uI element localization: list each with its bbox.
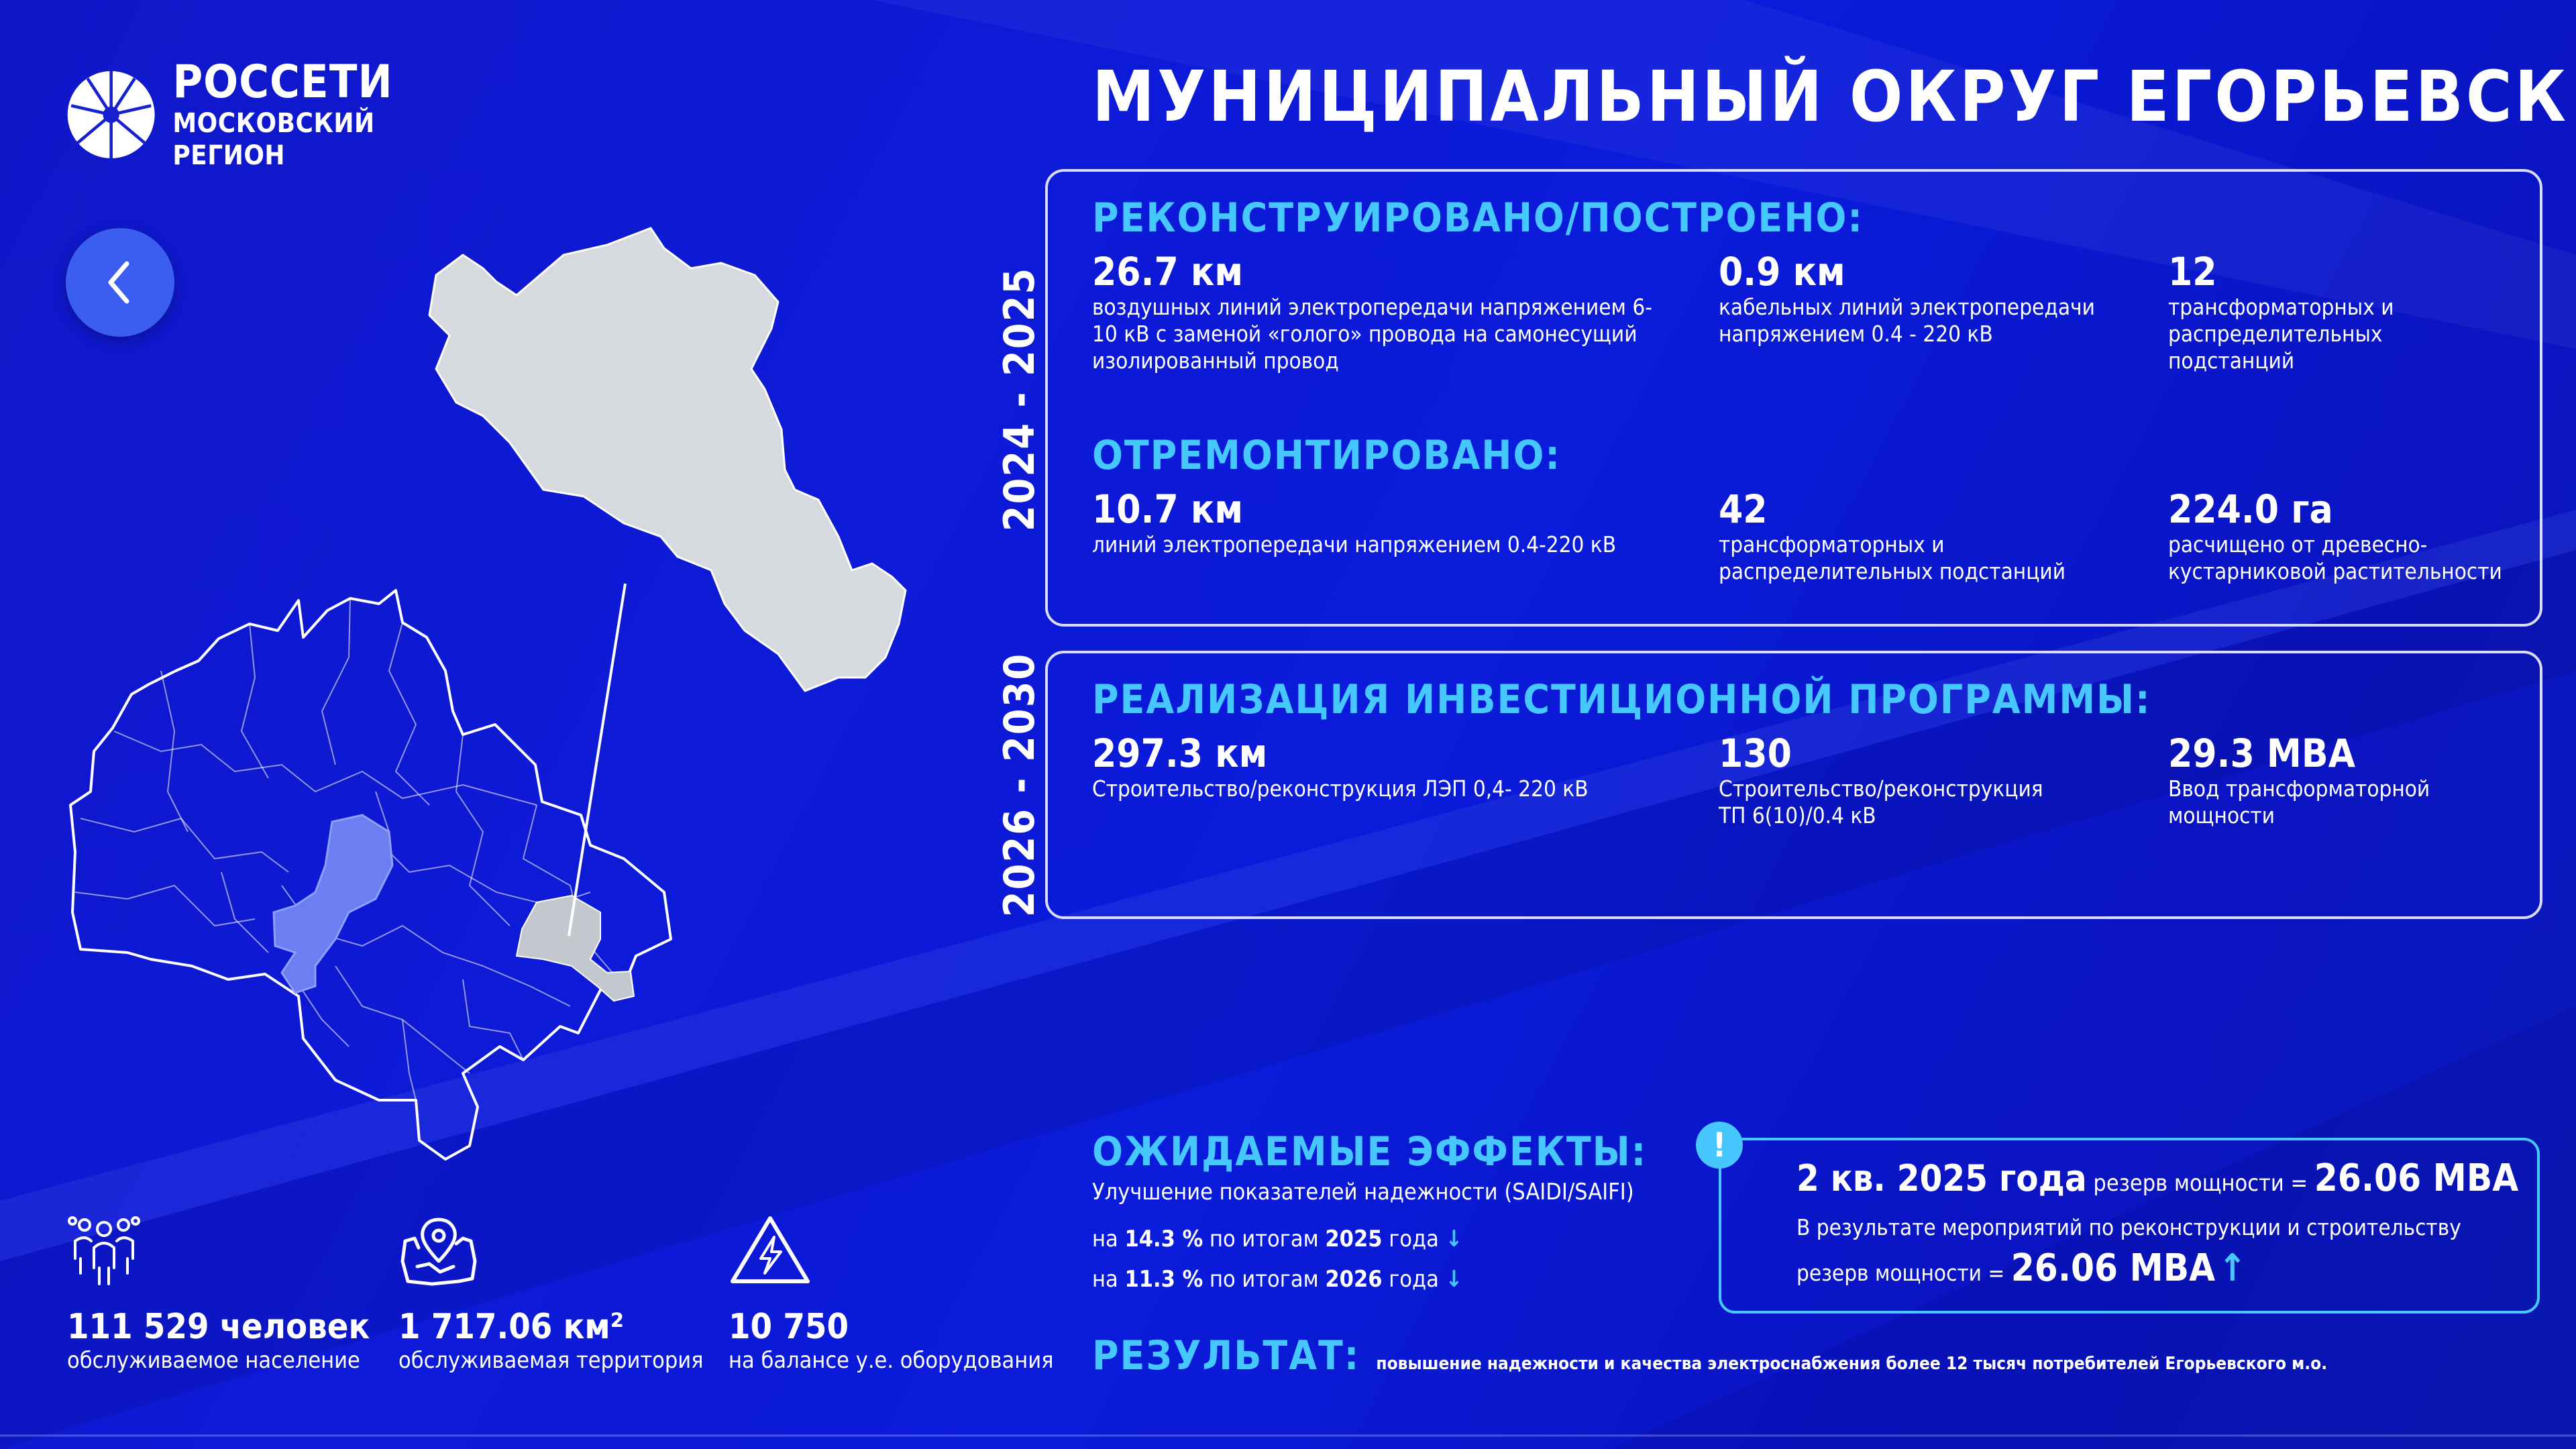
stat-value: 224.0 га: [2168, 486, 2333, 532]
back-button[interactable]: [66, 228, 174, 337]
effects-subtitle: Улучшение показателей надежности (SAIDI/…: [1092, 1179, 1634, 1205]
reserve-quarter: 2 кв. 2025 года: [1796, 1157, 2087, 1199]
egorievsk-district-small: [515, 894, 635, 1002]
section-title-repaired: ОТРЕМОНТИРОВАНО:: [1092, 432, 1561, 479]
line-percent: 14.3 %: [1124, 1226, 1203, 1252]
stat-description: Строительство/реконструкция ЛЭП 0,4- 220…: [1092, 775, 1589, 802]
stat-repaired-clearing: 224.0 га расчищено от древесно-кустарник…: [2168, 487, 2517, 585]
stat-value: 42: [1719, 486, 1768, 532]
stat-description: Строительство/реконструкция ТП 6(10)/0.4…: [1719, 775, 2043, 828]
section-title-investment: РЕАЛИЗАЦИЯ ИНВЕСТИЦИОННОЙ ПРОГРАММЫ:: [1092, 676, 2151, 723]
effects-line-2025: на 14.3 % по итогам 2025 года ↓: [1092, 1225, 1462, 1253]
arrow-up-icon: ↑: [2218, 1246, 2247, 1290]
stat-description: линий электропередачи напряжением 0.4-22…: [1092, 531, 1617, 557]
exclamation-icon: !: [1696, 1122, 1743, 1169]
stat-value: 26.7 км: [1092, 249, 1243, 294]
stat-value: 111 529 человек: [67, 1307, 370, 1347]
brand-region: МОСКОВСКИЙ РЕГИОН: [172, 108, 375, 171]
stat-value: 0.9 км: [1719, 249, 1845, 294]
stat-value: 297.3 км: [1092, 731, 1268, 776]
effects-line-2026: на 11.3 % по итогам 2026 года ↓: [1092, 1265, 1462, 1293]
power-reserve-box: [1719, 1138, 2540, 1313]
reserve-value: 26.06 МВА: [2314, 1157, 2519, 1200]
stat-built-substations: 12 трансформаторных и распределительных …: [2168, 250, 2504, 374]
arrow-down-icon: ↓: [1445, 1226, 1463, 1252]
stat-description: трансформаторных и распределительных под…: [2168, 294, 2394, 374]
stat-description: трансформаторных и распределительных под…: [1719, 531, 2065, 584]
panel-2024-2025: [1045, 169, 2542, 627]
stat-repaired-substations: 42 трансформаторных и распределительных …: [1719, 487, 2148, 585]
reserve-line3-value: 26.06 МВА: [2010, 1246, 2216, 1290]
line-percent: 11.3 %: [1124, 1266, 1203, 1293]
stat-description: обслуживаемая территория: [398, 1347, 704, 1374]
stat-value: 10 750: [729, 1307, 849, 1347]
stat-repaired-lines: 10.7 км линий электропередачи напряжение…: [1092, 487, 1696, 558]
reserve-line-2: В результате мероприятий по реконструкци…: [1796, 1214, 2461, 1240]
rosseti-logo-icon: [67, 71, 155, 158]
high-voltage-icon: [731, 1216, 810, 1283]
effects-title: ОЖИДАЕМЫЕ ЭФФЕКТЫ:: [1092, 1128, 1648, 1175]
stat-value: 10.7 км: [1092, 486, 1243, 532]
stat-value: 29.3 МВА: [2168, 731, 2355, 776]
stat-description: Ввод трансформаторной мощности: [2168, 775, 2430, 828]
arrow-down-icon: ↓: [1445, 1266, 1463, 1293]
reserve-label: резерв мощности =: [2086, 1170, 2314, 1197]
stat-value: 130: [1719, 731, 1792, 776]
map-pin-icon: [400, 1218, 477, 1286]
moscow-city-area: [272, 814, 394, 994]
stat-built-cable-lines: 0.9 км кабельных линий электропередачи н…: [1719, 250, 2148, 347]
stat-investment-capacity: 29.3 МВА Ввод трансформаторной мощности: [2168, 731, 2504, 829]
egorievsk-district-enlarged: [428, 227, 907, 692]
district-stat-population: 111 529 человек обслуживаемое население: [67, 1214, 376, 1374]
stat-description: расчищено от древесно-кустарниковой раст…: [2168, 531, 2502, 584]
stat-description: воздушных линий электропередачи напряжен…: [1092, 294, 1652, 374]
line-suffix: года: [1382, 1226, 1439, 1252]
line-prefix: на: [1092, 1266, 1125, 1293]
region-map: [69, 227, 907, 1161]
reserve-line-1: 2 кв. 2025 года резерв мощности = 26.06 …: [1796, 1157, 2518, 1200]
district-stat-equipment: 10 750 на балансе у.е. оборудования: [729, 1214, 1054, 1374]
chevron-left-icon: [108, 261, 129, 304]
brand-name: РОССЕТИ: [172, 56, 393, 109]
stat-investment-tp: 130 Строительство/реконструкция ТП 6(10)…: [1719, 731, 2148, 829]
line-mid: по итогам: [1203, 1226, 1326, 1252]
section-title-built: РЕКОНСТРУИРОВАНО/ПОСТРОЕНО:: [1092, 195, 1864, 241]
panel-2026-2030: [1045, 651, 2542, 919]
stat-description: кабельных линий электропередачи напряжен…: [1719, 294, 2095, 347]
line-suffix: года: [1382, 1266, 1439, 1293]
stat-description: на балансе у.е. оборудования: [729, 1347, 1054, 1374]
year-label-2026-2030: 2026 - 2030: [995, 652, 1044, 918]
brand-logo: РОССЕТИ МОСКОВСКИЙ РЕГИОН: [66, 58, 468, 171]
stat-built-overhead-lines: 26.7 км воздушных линий электропередачи …: [1092, 250, 1696, 374]
stat-value: 12: [2168, 249, 2217, 294]
result-title: РЕЗУЛЬТАТ:: [1092, 1332, 1360, 1379]
line-prefix: на: [1092, 1226, 1125, 1252]
year-label-2024-2025: 2024 - 2025: [995, 266, 1044, 532]
page-title: МУНИЦИПАЛЬНЫЙ ОКРУГ ЕГОРЬЕВСК: [1092, 56, 2569, 138]
district-stat-territory: 1 717.06 км² обслуживаемая территория: [398, 1214, 707, 1374]
result-row: РЕЗУЛЬТАТ: повышение надежности и качест…: [1092, 1332, 2327, 1379]
reserve-line-3: резерв мощности = 26.06 МВА ↑: [1796, 1246, 2247, 1290]
map-connector-line: [568, 583, 627, 936]
stat-description: обслуживаемое население: [67, 1347, 360, 1374]
people-icon: [68, 1216, 140, 1285]
stat-value: 1 717.06 км²: [398, 1307, 625, 1347]
result-text: повышение надежности и качества электрос…: [1376, 1354, 2328, 1374]
reserve-line3-label: резерв мощности =: [1796, 1260, 2011, 1286]
line-mid: по итогам: [1203, 1266, 1326, 1293]
line-year: 2026: [1325, 1266, 1383, 1293]
stat-investment-lines: 297.3 км Строительство/реконструкция ЛЭП…: [1092, 731, 1696, 802]
line-year: 2025: [1325, 1226, 1383, 1252]
